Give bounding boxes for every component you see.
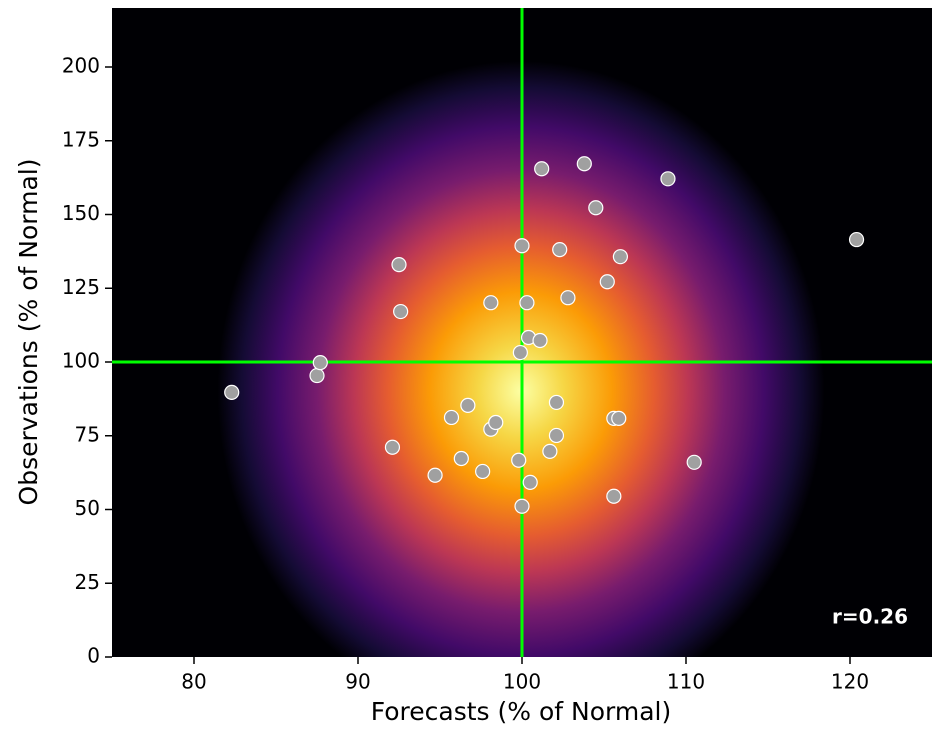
point [552, 242, 568, 258]
y-tick-label: 200 [62, 54, 100, 78]
y-tick-label: 0 [87, 644, 100, 668]
point [427, 467, 443, 483]
point [612, 249, 629, 265]
point [514, 238, 530, 254]
point [548, 427, 565, 444]
point [599, 274, 615, 290]
y-tick-label: 125 [62, 275, 100, 299]
y-tick-label: 75 [75, 422, 100, 446]
x-tick-label: 120 [831, 670, 869, 694]
point [519, 295, 535, 311]
x-tick-label: 90 [345, 670, 370, 694]
point [576, 156, 592, 172]
y-tick-label: 100 [62, 349, 100, 373]
point [460, 397, 476, 413]
y-tick-label: 25 [75, 570, 100, 594]
x-axis-label: Forecasts (% of Normal) [371, 697, 671, 726]
point [512, 344, 528, 361]
x-tick-label: 110 [667, 670, 705, 694]
point [548, 394, 565, 411]
y-tick-label: 150 [62, 201, 100, 225]
point [532, 332, 548, 349]
point [560, 290, 576, 306]
point [309, 367, 325, 384]
point [384, 439, 401, 455]
point [483, 295, 499, 311]
point [488, 414, 504, 431]
y-tick-label: 175 [62, 127, 100, 151]
point [588, 200, 604, 216]
point [224, 384, 240, 400]
annotation: r=0.26 [832, 605, 908, 629]
point [475, 463, 491, 480]
point [443, 409, 460, 426]
point [660, 171, 676, 187]
point [542, 443, 558, 459]
point [391, 257, 407, 273]
y-axis-label: Observations (% of Normal) [14, 159, 43, 506]
x-tick-label: 100 [503, 670, 541, 694]
point [606, 488, 622, 504]
point [686, 454, 702, 470]
y-tick-label: 50 [75, 496, 100, 520]
point [514, 498, 530, 514]
point [511, 452, 527, 468]
point [312, 354, 328, 371]
point [453, 450, 469, 467]
point [534, 161, 550, 177]
x-tick-label: 80 [181, 670, 206, 694]
point [611, 410, 627, 426]
point [393, 303, 409, 320]
point [848, 231, 865, 248]
point [522, 474, 538, 490]
